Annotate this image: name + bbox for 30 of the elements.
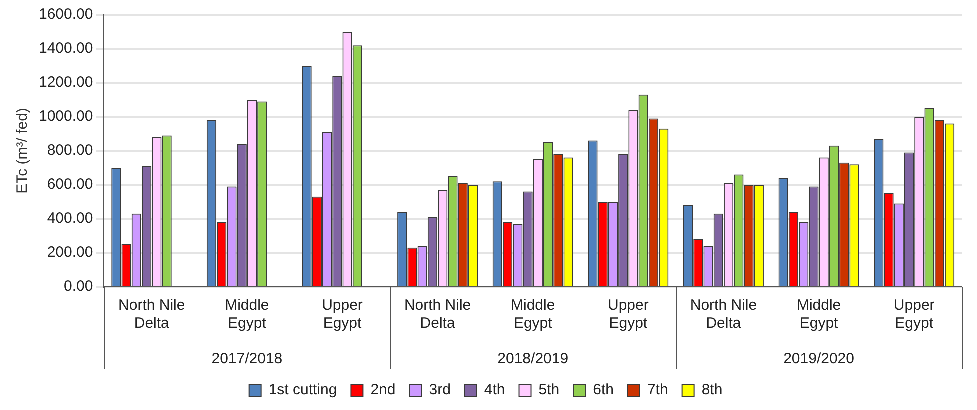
- y-tick-label: 0.00: [64, 278, 94, 296]
- x-tick-label: Middle Egypt: [511, 297, 556, 332]
- y-tick-label: 1600.00: [38, 6, 94, 24]
- y-tick-label: 600.00: [47, 176, 94, 194]
- y-axis-title: ETc (m³/ fed): [14, 108, 32, 194]
- x-tick-label: Middle Egypt: [225, 297, 270, 332]
- y-tick-label: 1400.00: [38, 40, 94, 58]
- x-tick-label: North Nile Delta: [404, 297, 472, 332]
- y-tick-label: 800.00: [47, 142, 94, 160]
- legend-label: 7th: [647, 382, 668, 399]
- legend-label: 6th: [593, 382, 614, 399]
- x-tick-label: Upper Egypt: [608, 297, 649, 332]
- text: 2019/2020: [784, 350, 854, 368]
- legend-label: 1st cutting: [268, 382, 338, 399]
- x-tick-label: North Nile Delta: [118, 297, 186, 332]
- y-tick-label: 400.00: [47, 210, 94, 228]
- text: 2018/2019: [498, 350, 569, 368]
- y-tick-label: 1000.00: [38, 108, 94, 126]
- y-tick-label: 200.00: [47, 244, 94, 262]
- text: 2017/2018: [212, 350, 283, 368]
- legend-label: 8th: [702, 382, 723, 399]
- legend-label: 5th: [538, 382, 560, 399]
- x-tick-label: Middle Egypt: [796, 297, 842, 332]
- x-tick-label: Upper Egypt: [894, 297, 935, 332]
- legend-label: 3rd: [429, 382, 451, 399]
- y-tick-label: 1200.00: [38, 74, 94, 92]
- x-tick-label: North Nile Delta: [690, 297, 758, 332]
- x-tick-label: Upper Egypt: [322, 297, 363, 332]
- legend-label: 4th: [484, 382, 506, 399]
- legend-label: 2nd: [370, 382, 396, 399]
